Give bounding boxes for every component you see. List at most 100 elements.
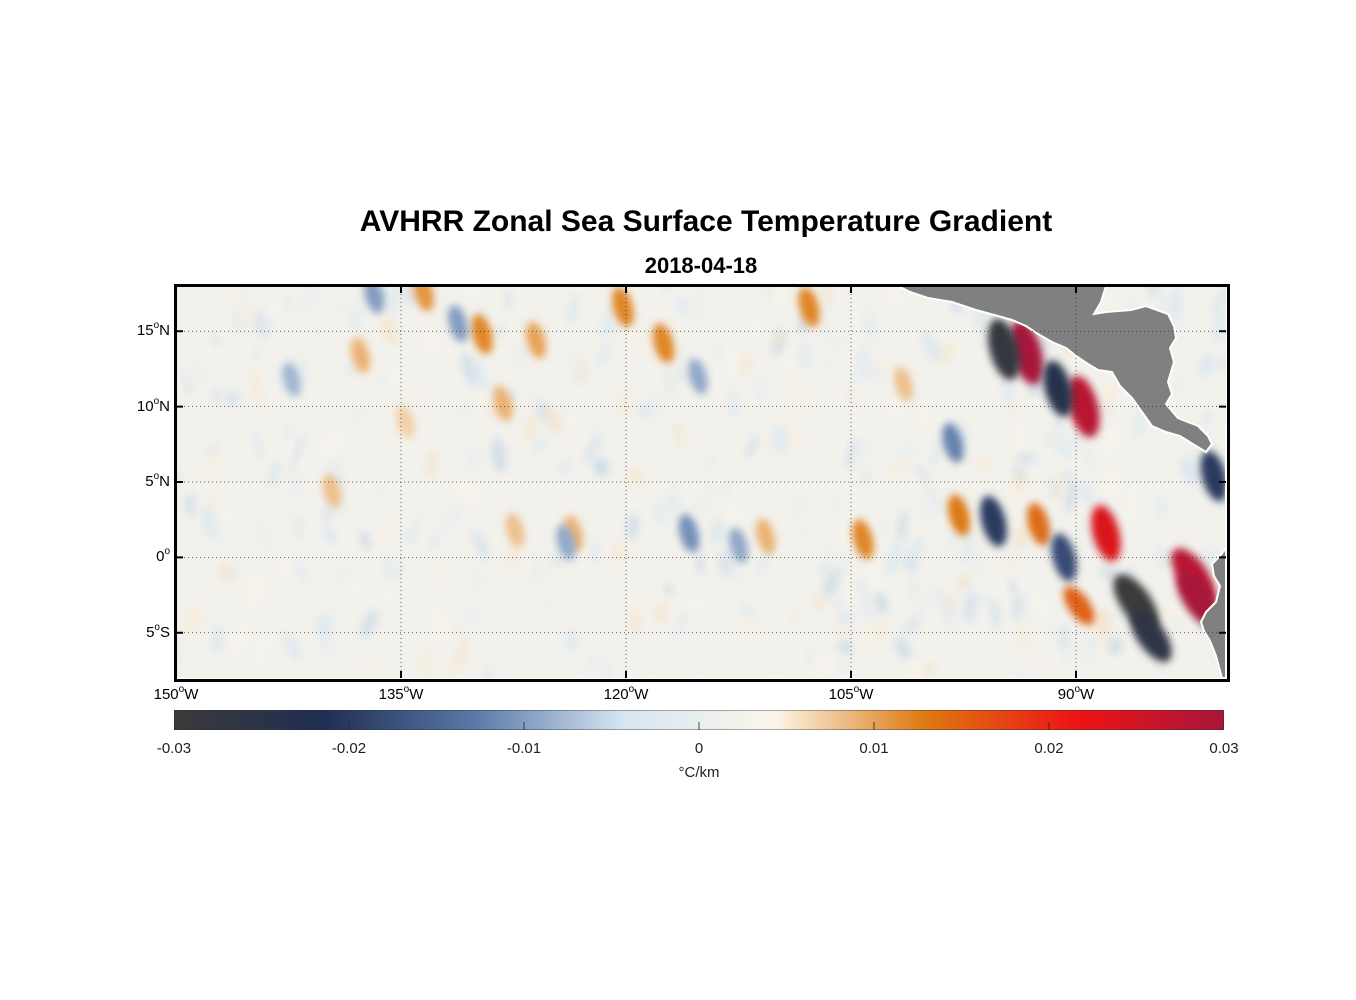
- texture-blob: [176, 286, 192, 319]
- texture-blob: [637, 399, 654, 420]
- texture-blob: [432, 358, 447, 389]
- texture-blob: [557, 457, 572, 476]
- texture-blob: [424, 324, 438, 356]
- texture-blob: [354, 444, 366, 463]
- texture-blob: [945, 608, 957, 631]
- texture-blob: [1004, 555, 1015, 573]
- texture-blob: [891, 286, 904, 305]
- lat-tick-label: 5oS: [146, 621, 170, 641]
- colorbar-tick-label: -0.01: [506, 740, 542, 757]
- texture-blob: [300, 287, 316, 311]
- colorbar-tick-label: -0.02: [331, 740, 367, 757]
- colorbar-unit-label: °C/km: [678, 764, 720, 781]
- texture-blob: [1105, 385, 1113, 417]
- texture-blob: [567, 292, 579, 325]
- texture-blob: [1174, 369, 1187, 395]
- south-america-land: [1199, 426, 1226, 678]
- texture-blob: [727, 388, 741, 420]
- texture-blob: [268, 459, 281, 488]
- colorbar-gradient: [174, 710, 1224, 730]
- texture-blob: [627, 607, 642, 635]
- texture-blob: [232, 308, 246, 336]
- texture-blob: [1179, 457, 1196, 486]
- texture-blob: [928, 485, 943, 515]
- texture-blob: [189, 330, 202, 343]
- texture-blob: [963, 592, 978, 624]
- texture-blob: [1000, 379, 1016, 406]
- texture-blob: [899, 439, 916, 463]
- texture-blob: [408, 380, 423, 406]
- texture-blob: [869, 305, 878, 319]
- texture-blob: [696, 552, 705, 574]
- texture-blob: [497, 320, 504, 340]
- texture-blob: [1028, 590, 1046, 619]
- texture-blob: [490, 437, 508, 474]
- gradient-features: [282, 286, 1226, 662]
- texture-blob: [920, 571, 936, 589]
- texture-blob: [905, 614, 920, 635]
- texture-blob: [921, 330, 943, 363]
- texture-blob: [837, 653, 850, 674]
- texture-blob: [790, 492, 807, 526]
- texture-blob: [471, 360, 489, 392]
- texture-blob: [927, 436, 948, 468]
- gradient-feature: [980, 495, 1007, 547]
- texture-blob: [450, 640, 471, 673]
- texture-blob: [348, 303, 362, 330]
- gradient-feature: [1063, 586, 1095, 625]
- texture-blob: [246, 572, 264, 606]
- texture-blob: [403, 286, 415, 307]
- texture-blob: [901, 311, 910, 323]
- texture-blob: [520, 477, 530, 512]
- texture-blob: [894, 637, 912, 660]
- texture-blob: [206, 447, 220, 479]
- texture-blob: [743, 432, 757, 457]
- texture-blob: [447, 502, 461, 527]
- texture-blob: [1072, 636, 1088, 652]
- texture-blob: [704, 449, 716, 471]
- texture-blob: [282, 424, 295, 439]
- gradient-feature: [413, 286, 434, 312]
- texture-blob: [253, 520, 276, 553]
- texture-blob: [790, 611, 798, 624]
- texture-blob: [538, 552, 555, 585]
- texture-blob: [295, 514, 303, 542]
- texture-blob: [346, 358, 357, 379]
- texture-blob: [359, 529, 371, 552]
- texture-blob: [709, 518, 726, 547]
- texture-blob: [1154, 495, 1168, 522]
- texture-blob: [375, 483, 387, 497]
- texture-blob: [861, 467, 871, 488]
- texture-blob: [333, 518, 346, 545]
- texture-blob: [532, 436, 544, 453]
- texture-blob: [503, 290, 512, 311]
- texture-blob: [513, 341, 530, 370]
- texture-blob: [740, 350, 752, 380]
- gradient-feature: [678, 514, 700, 553]
- texture-blob: [975, 535, 994, 566]
- texture-blob: [1013, 463, 1026, 481]
- texture-blob: [735, 568, 747, 593]
- gradient-feature: [852, 519, 874, 560]
- texture-blob: [241, 606, 254, 626]
- texture-blob: [529, 385, 543, 407]
- texture-blob: [717, 549, 734, 578]
- texture-blob: [603, 656, 611, 678]
- texture-blob: [833, 492, 842, 525]
- gradient-feature: [987, 318, 1021, 381]
- texture-blob: [665, 583, 673, 597]
- texture-blob: [691, 494, 708, 516]
- texture-blob: [844, 584, 854, 610]
- texture-blob: [935, 412, 943, 426]
- texture-blob: [1034, 652, 1041, 671]
- texture-blob: [761, 286, 771, 301]
- texture-blob: [957, 535, 977, 565]
- texture-blob: [628, 320, 639, 354]
- texture-blob: [1105, 425, 1120, 454]
- texture-blob: [290, 436, 305, 470]
- texture-blob: [851, 437, 869, 469]
- texture-blob: [176, 598, 182, 629]
- texture-blob: [896, 456, 909, 471]
- texture-blob: [322, 524, 335, 542]
- gradient-feature: [1200, 450, 1226, 502]
